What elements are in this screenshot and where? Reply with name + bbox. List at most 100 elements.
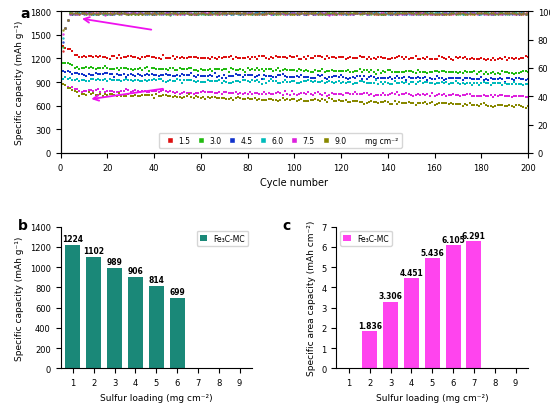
Point [453,75,462,82]
Point [428,90,437,97]
Point [175,11,184,17]
Point [70,11,79,18]
Point [101,76,109,83]
Point [283,96,292,103]
Point [103,70,112,77]
Point [460,55,469,62]
Point [288,75,296,81]
Point [147,11,156,18]
Point [465,57,474,63]
Point [309,11,317,17]
Point [444,12,453,18]
Point [358,11,366,17]
Point [344,11,353,17]
Point [486,11,495,17]
Point [358,11,366,17]
Point [283,75,292,81]
Point [269,11,278,17]
Point [180,12,189,18]
Point [252,57,261,63]
Point [79,72,88,79]
Point [213,11,222,17]
Point [304,77,312,84]
Point [206,67,214,73]
Point [145,78,153,84]
Point [255,11,263,17]
Point [206,11,214,18]
Point [117,56,125,62]
Point [496,11,504,18]
Point [430,11,439,17]
Point [138,78,147,85]
Point [512,11,521,18]
Point [400,101,409,107]
Point [407,11,416,17]
Point [161,12,170,18]
Point [348,69,357,76]
Point [488,11,497,18]
Point [232,96,240,102]
Point [124,11,133,18]
Point [409,11,418,18]
Point [348,11,357,18]
Point [70,12,79,18]
Point [86,77,95,83]
Point [322,11,331,18]
Point [210,71,219,77]
Point [362,77,371,83]
Point [154,11,163,17]
Point [180,94,189,101]
Point [414,11,422,17]
Point [271,11,280,17]
Point [439,12,448,18]
Point [378,11,387,18]
Point [493,11,502,17]
Point [292,69,301,75]
Point [516,11,525,17]
Point [428,57,437,63]
Point [393,12,402,18]
Point [65,11,74,17]
Point [426,75,434,82]
Point [421,12,430,18]
Point [290,11,299,18]
Point [194,11,203,17]
Point [168,12,177,18]
Point [96,11,104,17]
Point [152,73,161,79]
Point [482,11,491,17]
Point [439,11,448,18]
Point [271,74,280,81]
Point [378,68,387,75]
Point [288,11,296,18]
Point [383,11,392,18]
Point [145,11,153,18]
Point [101,70,109,77]
Point [271,11,280,17]
Point [447,11,455,17]
Point [442,101,450,107]
Bar [128,277,143,369]
Point [294,11,303,18]
Point [334,11,343,17]
Point [453,102,462,108]
Point [397,79,406,86]
Point [91,88,100,94]
Point [157,11,166,17]
Point [348,11,357,17]
Point [210,11,219,18]
Point [311,75,320,82]
Point [217,75,226,82]
Point [505,11,514,17]
Text: a: a [21,6,30,21]
Point [206,57,214,63]
Point [475,11,483,18]
Point [154,11,163,18]
Point [269,98,278,104]
Point [266,92,275,98]
Point [204,74,212,80]
Point [138,73,147,80]
Point [341,11,350,17]
Point [290,97,299,103]
Point [163,11,172,17]
